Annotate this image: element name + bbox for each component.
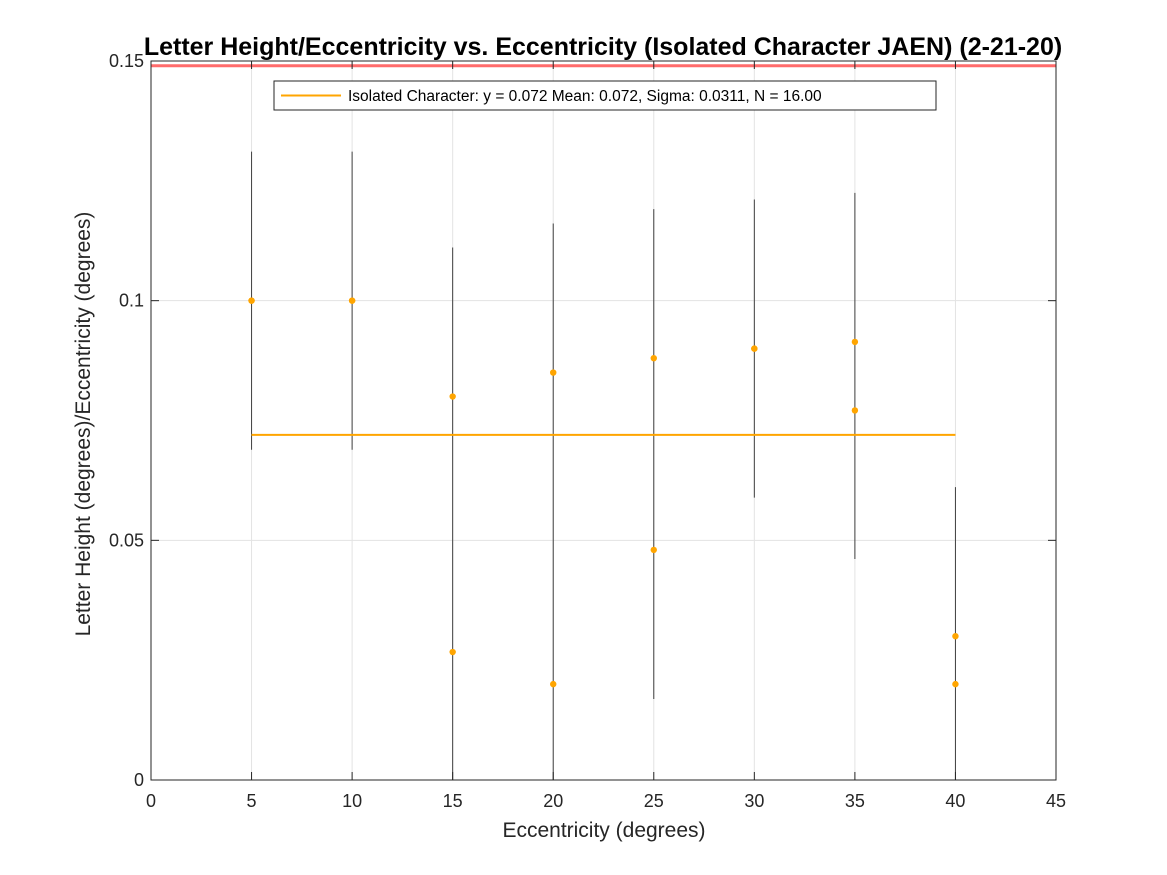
data-point: [952, 633, 959, 640]
y-axis-label: Letter Height (degrees)/Eccentricity (de…: [72, 212, 95, 637]
x-tick-label: 35: [845, 791, 865, 811]
plot-frame: [150, 60, 1057, 781]
x-tick-label: 15: [443, 791, 463, 811]
data-point: [650, 354, 657, 362]
x-tick-label: 10: [342, 791, 362, 811]
x-tick-label: 20: [543, 791, 563, 811]
y-tick-label: 0.05: [109, 530, 144, 550]
x-axis-ticks: 0 5 10 15 20 25 30 35 40 45: [146, 61, 1066, 811]
x-axis-label: Eccentricity (degrees): [502, 819, 705, 842]
x-tick-label: 30: [744, 791, 764, 811]
data-point: [449, 648, 456, 656]
y-tick-label: 0: [134, 770, 144, 790]
data-point: [248, 297, 255, 304]
legend-entry-label: Isolated Character: y = 0.072 Mean: 0.07…: [348, 88, 822, 105]
data-point: [851, 407, 859, 414]
data-point: [650, 546, 657, 554]
data-point: [449, 393, 456, 400]
data-point: [851, 338, 859, 346]
legend: Isolated Character: y = 0.072 Mean: 0.07…: [273, 80, 937, 111]
data-point: [550, 680, 557, 688]
grid-lines: [150, 60, 1057, 781]
x-tick-label: 5: [247, 791, 257, 811]
data-point: [751, 345, 758, 352]
x-tick-label: 40: [945, 791, 965, 811]
data-point: [550, 369, 557, 376]
data-point: [348, 297, 356, 304]
data-point: [952, 680, 959, 688]
chart-title: Letter Height/Eccentricity vs. Eccentric…: [144, 33, 1062, 61]
y-tick-label: 0.15: [109, 51, 144, 71]
y-tick-label: 0.1: [119, 291, 144, 311]
x-tick-label: 0: [146, 791, 156, 811]
y-axis-ticks: 0 0.05 0.1 0.15: [109, 51, 1056, 790]
data-points: [248, 297, 959, 688]
error-bars: [251, 151, 956, 780]
x-tick-label: 25: [644, 791, 664, 811]
x-tick-label: 45: [1046, 791, 1066, 811]
legend-box: [273, 80, 937, 111]
